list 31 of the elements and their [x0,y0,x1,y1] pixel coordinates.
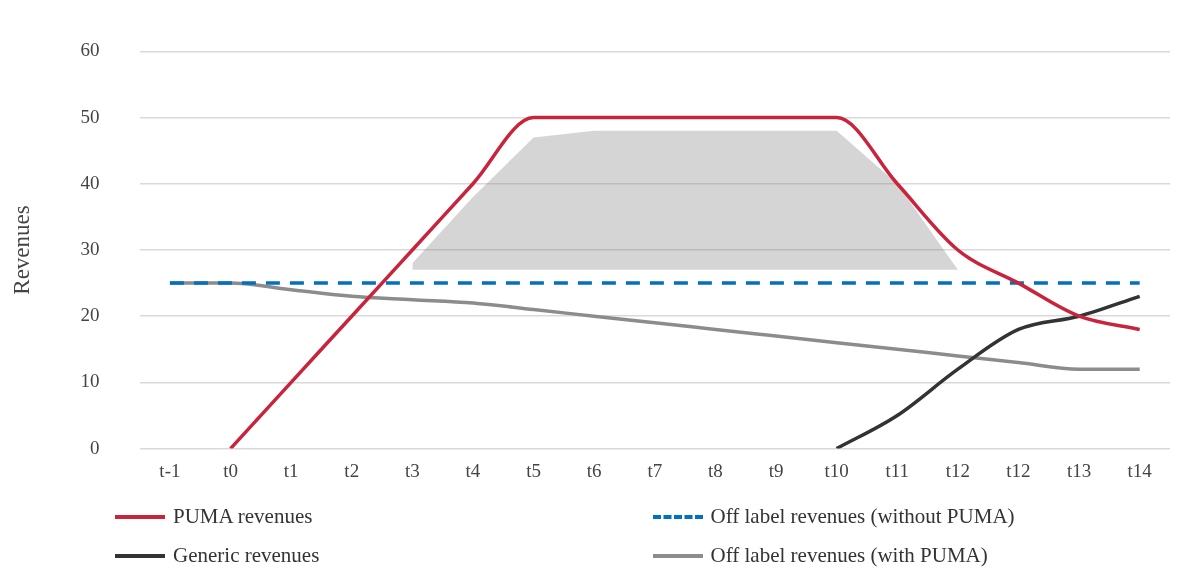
x-tick-label: t4 [465,459,481,481]
y-tick-label: 10 [80,370,100,392]
y-tick-label: 40 [80,171,100,193]
x-tick-label: t0 [223,459,238,481]
x-tick-label: t8 [708,459,723,481]
x-tick-label: t11 [885,459,910,481]
y-tick-label: 0 [90,436,100,458]
x-tick-label: t13 [1066,459,1092,481]
x-tick-label: t1 [283,459,299,481]
x-tick-label: t10 [824,459,849,481]
legend-label: PUMA revenues [173,504,313,529]
y-tick-label: 20 [80,304,100,326]
legend-label: Off label revenues (without PUMA) [710,504,1015,529]
x-tick-label: t14 [1127,459,1153,481]
x-tick-label: t5 [526,459,541,481]
y-axis-title: Revenues [8,205,34,295]
y-tick-label: 60 [80,39,100,61]
x-tick-label: t12 [945,459,970,481]
line-series [834,294,1142,449]
x-tick-label: t2 [344,459,360,481]
x-tick-label: t-1 [159,459,181,481]
x-tick-label: t7 [647,459,663,481]
legend-label: Generic revenues [173,543,320,568]
x-tick-label: t6 [586,459,602,481]
x-tick-label: t12 [1006,459,1031,481]
legend-label: Off label revenues (with PUMA) [710,543,988,568]
y-tick-label: 50 [80,105,100,127]
line-series [228,115,1142,449]
y-tick-label: 30 [80,237,100,259]
x-tick-label: t9 [768,459,784,481]
x-tick-label: t3 [404,459,420,481]
